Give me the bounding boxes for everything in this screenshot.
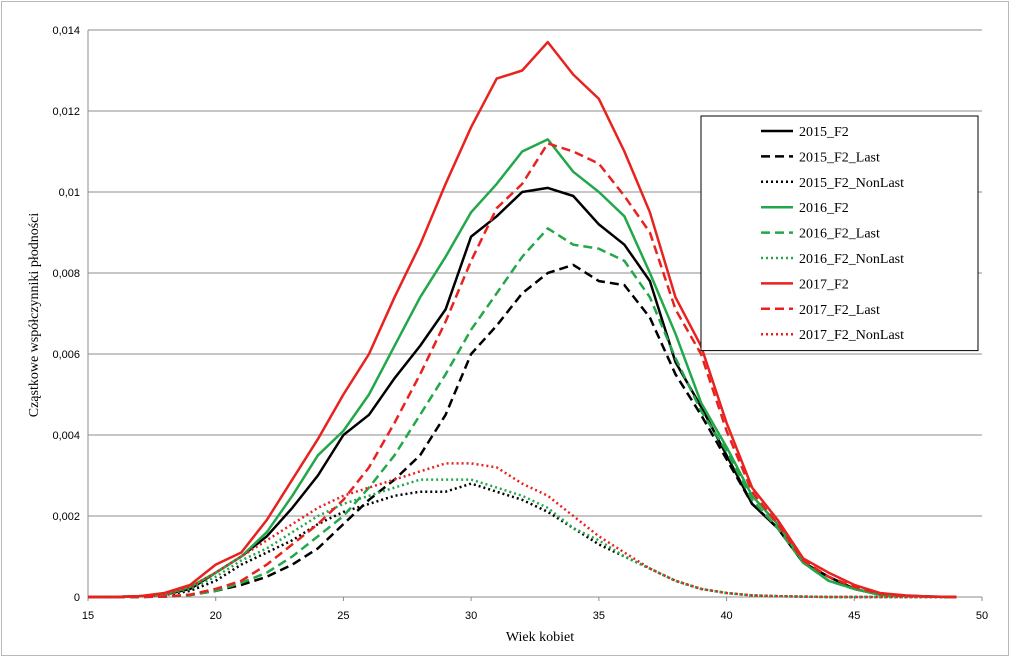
legend-label: 2015_F2_Last — [799, 150, 880, 165]
y-tick-label: 0,006 — [52, 349, 80, 361]
y-tick-label: 0 — [74, 592, 80, 604]
legend: 2015_F2 2015_F2_Last 2015_F2_NonLast 2016_F… — [700, 115, 979, 352]
y-axis-label: Cząstkowe współczynniki płodności — [27, 213, 42, 418]
series-line-2015_F2_NonLast — [88, 482, 957, 599]
legend-label: 2015_F2_NonLast — [799, 176, 904, 191]
series-line-2017_F2 — [88, 40, 957, 599]
series-lines — [88, 40, 957, 599]
y-tick-label: 0,012 — [52, 106, 80, 118]
x-tick-label: 40 — [720, 610, 732, 622]
x-tick-label: 50 — [976, 610, 988, 622]
series-line-2017_F2_Last — [88, 142, 957, 599]
legend-label: 2017_F2 — [799, 277, 849, 292]
legend-label: 2017_F2_NonLast — [799, 328, 904, 343]
legend-label: 2016_F2 — [799, 201, 849, 216]
legend-label: 2017_F2_Last — [799, 303, 880, 318]
x-tick-label: 15 — [82, 610, 94, 622]
series-line-2016_F2_NonLast — [88, 478, 957, 599]
legend-label: 2015_F2 — [799, 125, 849, 140]
x-tick-label: 30 — [465, 610, 477, 622]
tick-labels: 0 0,002 0,004 0,006 0,008 0,01 0,012 0,014 15 20 2… — [52, 25, 988, 622]
y-tick-label: 0,01 — [59, 187, 80, 199]
series-line-2016_F2_Last — [88, 227, 957, 599]
y-tick-label: 0,008 — [52, 268, 80, 280]
y-tick-label: 0,004 — [52, 430, 80, 442]
legend-label: 2016_F2_NonLast — [799, 252, 904, 267]
y-tick-label: 0,002 — [52, 511, 80, 523]
y-tick-label: 0,014 — [52, 25, 80, 37]
x-tick-label: 20 — [210, 610, 222, 622]
axes — [87, 30, 983, 601]
series-line-2017_F2_NonLast — [88, 462, 957, 599]
legend-box — [700, 115, 979, 352]
x-tick-label: 25 — [337, 610, 349, 622]
legend-label: 2016_F2_Last — [799, 227, 880, 242]
x-tick-label: 45 — [848, 610, 860, 622]
x-axis-label: Wiek kobiet — [506, 630, 574, 645]
x-tick-label: 35 — [593, 610, 605, 622]
